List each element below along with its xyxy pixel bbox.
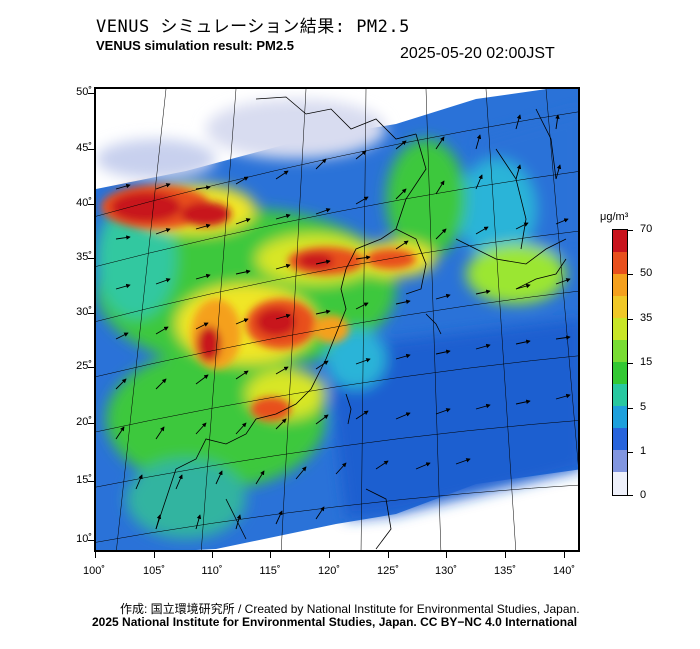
graticule bbox=[96, 89, 578, 550]
colorbar-segment bbox=[613, 252, 627, 274]
lon-label: 100˚ bbox=[82, 565, 106, 577]
colorbar-segment bbox=[613, 318, 627, 340]
forecast-timestamp: 2025-05-20 02:00JST bbox=[400, 45, 555, 62]
colorbar-tick bbox=[628, 274, 633, 275]
wind-vectors bbox=[115, 114, 571, 530]
lon-tick bbox=[388, 552, 389, 558]
colorbar-label: 0 bbox=[640, 489, 647, 501]
concentration-field bbox=[96, 89, 578, 550]
lat-tick bbox=[88, 313, 94, 314]
lat-label: 20˚ bbox=[76, 416, 92, 428]
colorbar-segment bbox=[613, 450, 627, 472]
lat-label: 40˚ bbox=[76, 197, 92, 209]
colorbar-segment bbox=[613, 428, 627, 450]
lon-tick bbox=[270, 552, 271, 558]
colorbar bbox=[612, 229, 628, 496]
colorbar-segment bbox=[613, 362, 627, 384]
lon-label: 140˚ bbox=[552, 565, 576, 577]
colorbar-segment bbox=[613, 296, 627, 318]
lat-label: 45˚ bbox=[76, 142, 92, 154]
lon-tick bbox=[212, 552, 213, 558]
lon-label: 105˚ bbox=[142, 565, 166, 577]
colorbar-tick bbox=[628, 363, 633, 364]
lon-label: 120˚ bbox=[317, 565, 341, 577]
colorbar-tick bbox=[628, 230, 633, 231]
lon-label: 125˚ bbox=[376, 565, 400, 577]
credit-license: 2025 National Institute for Environmenta… bbox=[92, 615, 578, 629]
lat-tick bbox=[88, 93, 94, 94]
colorbar-label: 70 bbox=[640, 223, 653, 235]
lon-label: 130˚ bbox=[434, 565, 458, 577]
colorbar-tick bbox=[628, 319, 633, 320]
lat-label: 50˚ bbox=[76, 86, 92, 98]
colorbar-segment bbox=[613, 230, 627, 252]
pm25-map bbox=[94, 87, 580, 552]
lon-tick bbox=[154, 552, 155, 558]
colorbar-label: 5 bbox=[640, 401, 647, 413]
lat-label: 25˚ bbox=[76, 360, 92, 372]
lon-tick bbox=[564, 552, 565, 558]
credit-japanese: 作成: 国立環境研究所 / Created by National Instit… bbox=[120, 602, 580, 616]
lon-label: 135˚ bbox=[493, 565, 517, 577]
colorbar-segment bbox=[613, 406, 627, 428]
colorbar-unit: μg/m³ bbox=[600, 211, 629, 223]
lat-tick bbox=[88, 204, 94, 205]
lat-label: 30˚ bbox=[76, 306, 92, 318]
lat-tick bbox=[88, 423, 94, 424]
lat-tick bbox=[88, 540, 94, 541]
lat-tick bbox=[88, 481, 94, 482]
lat-tick bbox=[88, 367, 94, 368]
colorbar-segment bbox=[613, 472, 627, 495]
colorbar-segment bbox=[613, 340, 627, 362]
lat-label: 10˚ bbox=[76, 533, 92, 545]
colorbar-tick bbox=[628, 495, 633, 496]
lon-tick bbox=[329, 552, 330, 558]
lat-tick bbox=[88, 149, 94, 150]
lat-label: 35˚ bbox=[76, 251, 92, 263]
colorbar-label: 1 bbox=[640, 445, 647, 457]
lon-tick bbox=[505, 552, 506, 558]
lat-tick bbox=[88, 258, 94, 259]
colorbar-label: 50 bbox=[640, 267, 653, 279]
lon-label: 110˚ bbox=[201, 565, 223, 577]
title-english: VENUS simulation result: PM2.5 bbox=[96, 38, 294, 53]
pm25-field-svg bbox=[96, 89, 578, 550]
colorbar-segment bbox=[613, 384, 627, 406]
colorbar-tick bbox=[628, 408, 633, 409]
lon-tick bbox=[95, 552, 96, 558]
lon-label: 115˚ bbox=[259, 565, 281, 577]
colorbar-tick bbox=[628, 452, 633, 453]
colorbar-label: 35 bbox=[640, 312, 653, 324]
colorbar-segment bbox=[613, 274, 627, 296]
lat-label: 15˚ bbox=[76, 474, 92, 486]
title-japanese: VENUS シミュレーション結果: PM2.5 bbox=[96, 17, 410, 37]
colorbar-label: 15 bbox=[640, 356, 653, 368]
lon-tick bbox=[446, 552, 447, 558]
